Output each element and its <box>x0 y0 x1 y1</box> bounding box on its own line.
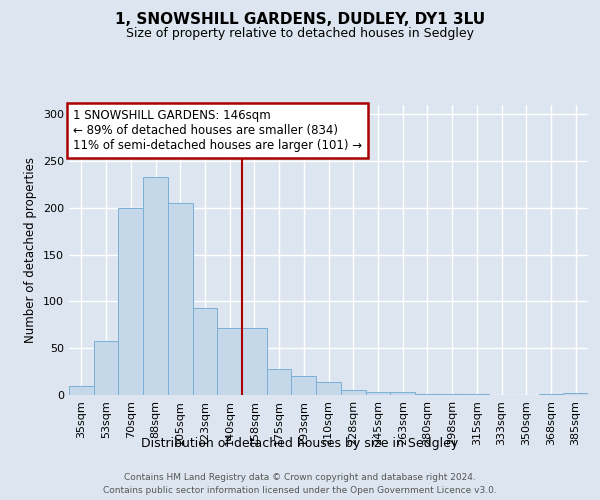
Bar <box>242 328 267 395</box>
Text: Distribution of detached houses by size in Sedgley: Distribution of detached houses by size … <box>142 438 458 450</box>
Bar <box>539 394 563 395</box>
Bar <box>365 392 390 395</box>
Bar <box>341 390 365 395</box>
Bar <box>390 392 415 395</box>
Bar <box>168 203 193 395</box>
Bar <box>267 369 292 395</box>
Bar <box>193 308 217 395</box>
Bar <box>143 177 168 395</box>
Bar <box>316 382 341 395</box>
Bar <box>464 394 489 395</box>
Text: 1 SNOWSHILL GARDENS: 146sqm
← 89% of detached houses are smaller (834)
11% of se: 1 SNOWSHILL GARDENS: 146sqm ← 89% of det… <box>73 109 362 152</box>
Text: Contains HM Land Registry data © Crown copyright and database right 2024.: Contains HM Land Registry data © Crown c… <box>124 472 476 482</box>
Text: 1, SNOWSHILL GARDENS, DUDLEY, DY1 3LU: 1, SNOWSHILL GARDENS, DUDLEY, DY1 3LU <box>115 12 485 28</box>
Bar <box>440 394 464 395</box>
Bar <box>563 393 588 395</box>
Y-axis label: Number of detached properties: Number of detached properties <box>25 157 37 343</box>
Bar <box>94 340 118 395</box>
Text: Size of property relative to detached houses in Sedgley: Size of property relative to detached ho… <box>126 28 474 40</box>
Bar <box>69 386 94 395</box>
Text: Contains public sector information licensed under the Open Government Licence v3: Contains public sector information licen… <box>103 486 497 495</box>
Bar <box>118 208 143 395</box>
Bar <box>217 328 242 395</box>
Bar <box>292 376 316 395</box>
Bar <box>415 394 440 395</box>
